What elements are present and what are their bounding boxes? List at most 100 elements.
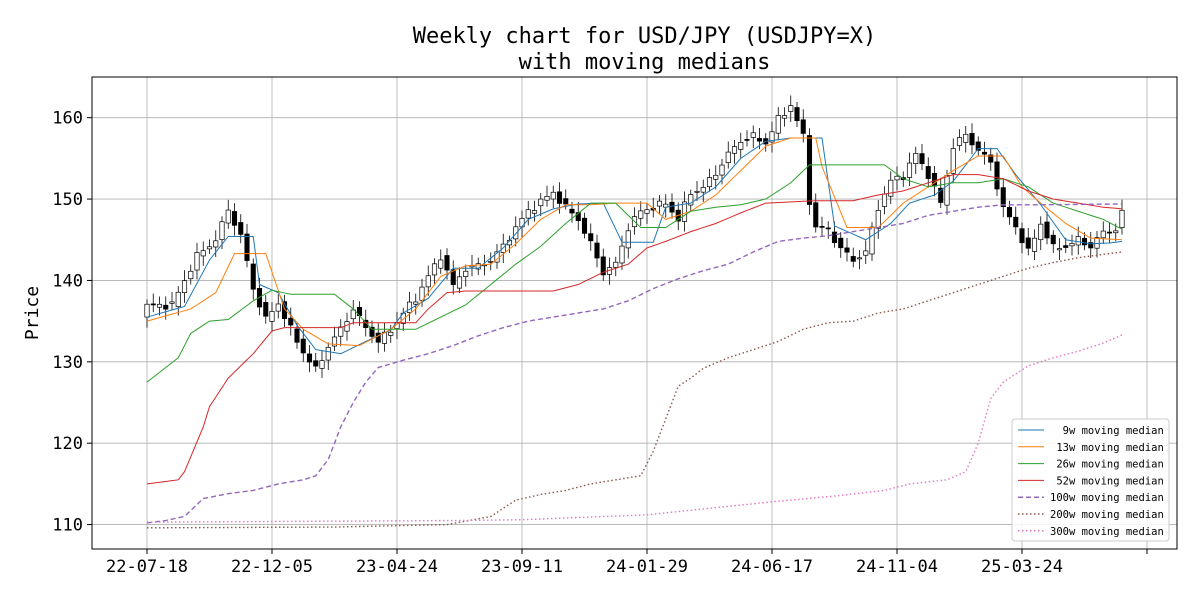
legend-entry-label: 52w moving median bbox=[1050, 475, 1164, 487]
candle bbox=[963, 125, 969, 153]
candle bbox=[269, 302, 275, 332]
candle bbox=[169, 291, 175, 310]
legend-entry-label: 13w moving median bbox=[1050, 442, 1164, 454]
candle bbox=[206, 239, 213, 254]
candle bbox=[681, 191, 688, 232]
candle bbox=[550, 185, 556, 209]
candle bbox=[819, 216, 825, 238]
ma-26w-line bbox=[146, 164, 1123, 383]
candle bbox=[250, 258, 256, 300]
candle bbox=[325, 342, 331, 370]
candle bbox=[863, 240, 869, 264]
candle bbox=[956, 129, 963, 151]
candle bbox=[769, 121, 775, 153]
candle bbox=[794, 101, 800, 128]
ma-300w-line bbox=[146, 334, 1123, 523]
candle bbox=[1044, 211, 1050, 245]
ma-100w-line bbox=[146, 203, 1123, 524]
candle bbox=[1088, 232, 1094, 259]
candle bbox=[525, 200, 531, 226]
candle bbox=[531, 200, 538, 222]
candle bbox=[738, 132, 744, 159]
legend-entry-label: 26w moving median bbox=[1050, 459, 1164, 471]
candle bbox=[431, 258, 438, 286]
ma-9w-line bbox=[146, 137, 1123, 355]
legend: 9w moving median 13w moving median 26w m… bbox=[1011, 418, 1170, 542]
candle bbox=[856, 249, 863, 270]
candle bbox=[694, 180, 700, 202]
x-tick-label: 22-12-05 bbox=[231, 557, 313, 577]
candle bbox=[600, 248, 606, 281]
y-axis-label: Price bbox=[22, 286, 43, 340]
candle bbox=[1081, 232, 1088, 251]
candle bbox=[588, 223, 594, 251]
candle bbox=[875, 200, 881, 239]
candle bbox=[1100, 221, 1106, 244]
candle bbox=[950, 138, 956, 184]
candle bbox=[375, 323, 381, 353]
candle bbox=[838, 232, 844, 258]
candle bbox=[244, 223, 250, 268]
candle bbox=[406, 291, 413, 321]
candle bbox=[350, 300, 356, 325]
y-tick-label: 130 bbox=[52, 353, 83, 373]
candle bbox=[613, 256, 619, 277]
x-tick-label: 22-07-18 bbox=[106, 557, 188, 577]
candle bbox=[981, 141, 988, 165]
candle bbox=[575, 202, 581, 231]
candle bbox=[1094, 230, 1100, 258]
candle bbox=[331, 326, 338, 351]
candle bbox=[850, 247, 856, 268]
candle bbox=[656, 195, 663, 215]
ma-13w-line bbox=[146, 137, 1123, 347]
candle bbox=[644, 203, 650, 224]
plot-frame bbox=[91, 76, 1178, 550]
chart-title: Weekly chart for USD/JPY (USDJPY=X) bbox=[413, 24, 877, 49]
x-tick-label: 25-03-24 bbox=[981, 557, 1063, 577]
candle bbox=[150, 293, 156, 312]
candle bbox=[1113, 223, 1119, 242]
x-tick-label: 24-06-17 bbox=[731, 557, 813, 577]
legend-entry-label: 9w moving median bbox=[1050, 425, 1164, 437]
candle bbox=[306, 345, 313, 373]
candle bbox=[844, 237, 850, 262]
candle bbox=[700, 179, 706, 203]
candle bbox=[275, 294, 281, 319]
candle bbox=[313, 352, 319, 372]
candle bbox=[300, 329, 306, 362]
y-tick-label: 120 bbox=[52, 434, 83, 454]
candle bbox=[413, 293, 419, 315]
grid bbox=[92, 77, 1177, 549]
candle bbox=[263, 295, 269, 324]
candle bbox=[338, 319, 344, 347]
candle bbox=[1013, 206, 1019, 235]
candle bbox=[181, 270, 188, 303]
candle bbox=[894, 166, 900, 191]
y-tick-label: 140 bbox=[52, 271, 83, 291]
ma-52w-line bbox=[146, 174, 1123, 485]
candle bbox=[888, 171, 894, 204]
candle bbox=[806, 128, 813, 215]
candle bbox=[581, 212, 588, 239]
candle bbox=[913, 146, 919, 175]
candle bbox=[156, 296, 163, 316]
candle bbox=[175, 286, 181, 316]
candle bbox=[1000, 178, 1006, 218]
candle bbox=[288, 307, 294, 336]
x-tick-label: 23-09-11 bbox=[481, 557, 563, 577]
candle bbox=[750, 125, 756, 149]
candle bbox=[988, 147, 994, 171]
candle bbox=[200, 241, 206, 266]
candle bbox=[975, 136, 981, 157]
candle bbox=[744, 130, 750, 147]
candle bbox=[444, 248, 450, 280]
candle bbox=[388, 324, 394, 343]
candle bbox=[919, 143, 925, 170]
candle bbox=[238, 214, 244, 244]
candle bbox=[1031, 229, 1038, 260]
candle bbox=[731, 139, 738, 164]
candle bbox=[513, 216, 519, 247]
candle bbox=[1019, 222, 1025, 254]
